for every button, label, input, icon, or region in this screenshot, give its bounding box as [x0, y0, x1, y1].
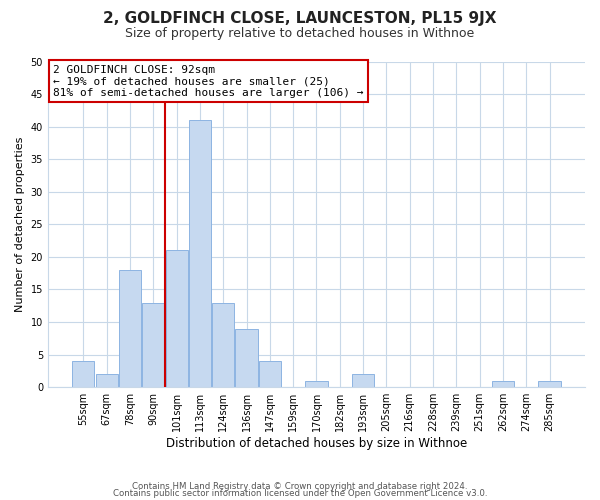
Bar — [235, 328, 257, 387]
Bar — [189, 120, 211, 387]
Text: Contains HM Land Registry data © Crown copyright and database right 2024.: Contains HM Land Registry data © Crown c… — [132, 482, 468, 491]
Bar — [95, 374, 118, 387]
Text: 2 GOLDFINCH CLOSE: 92sqm
← 19% of detached houses are smaller (25)
81% of semi-d: 2 GOLDFINCH CLOSE: 92sqm ← 19% of detach… — [53, 65, 364, 98]
X-axis label: Distribution of detached houses by size in Withnoe: Distribution of detached houses by size … — [166, 437, 467, 450]
Bar — [538, 380, 560, 387]
Bar — [352, 374, 374, 387]
Bar — [119, 270, 141, 387]
Text: Contains public sector information licensed under the Open Government Licence v3: Contains public sector information licen… — [113, 490, 487, 498]
Y-axis label: Number of detached properties: Number of detached properties — [15, 136, 25, 312]
Bar — [142, 302, 164, 387]
Text: 2, GOLDFINCH CLOSE, LAUNCESTON, PL15 9JX: 2, GOLDFINCH CLOSE, LAUNCESTON, PL15 9JX — [103, 11, 497, 26]
Text: Size of property relative to detached houses in Withnoe: Size of property relative to detached ho… — [125, 28, 475, 40]
Bar — [166, 250, 188, 387]
Bar — [73, 361, 94, 387]
Bar — [492, 380, 514, 387]
Bar — [305, 380, 328, 387]
Bar — [212, 302, 235, 387]
Bar — [259, 361, 281, 387]
